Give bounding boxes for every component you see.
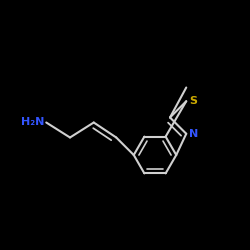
Text: N: N xyxy=(189,129,198,139)
Text: S: S xyxy=(189,96,197,106)
Text: H₂N: H₂N xyxy=(21,117,44,127)
